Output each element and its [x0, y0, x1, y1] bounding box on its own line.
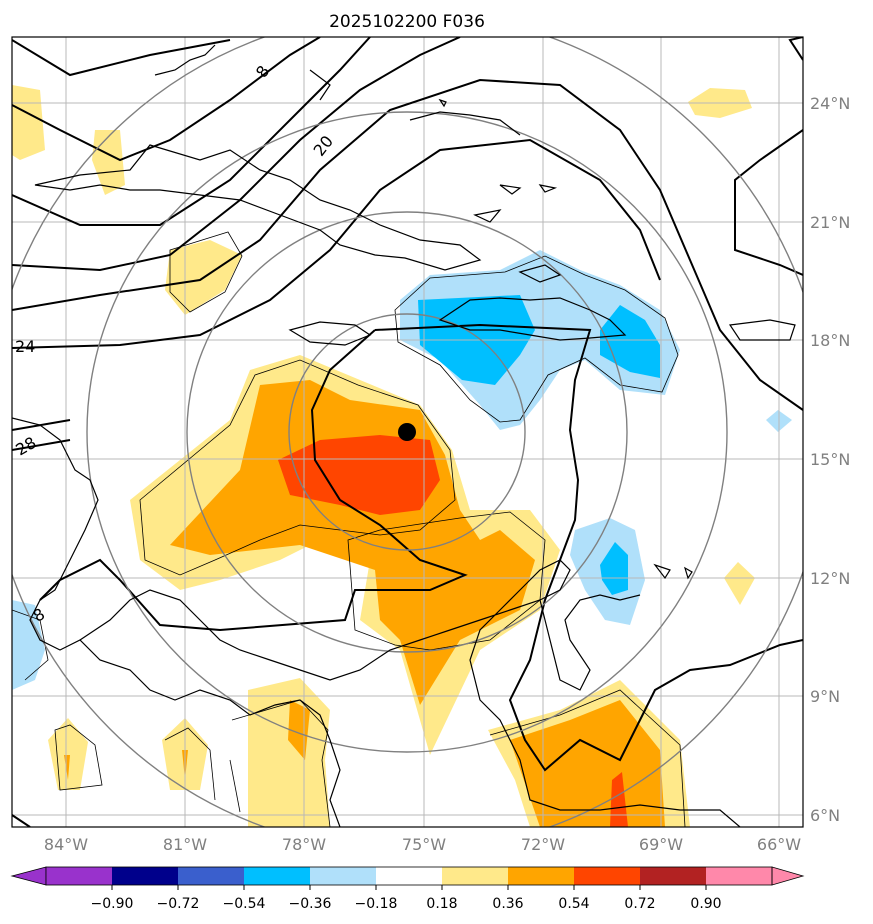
colorbar-segment-5	[310, 867, 376, 885]
coastlines	[12, 44, 796, 827]
colorbar-segment-7	[442, 867, 508, 885]
lat-label-12n: 12°N	[810, 569, 850, 588]
colorbar-tick-label: 0.54	[558, 896, 589, 912]
colorbar-segment-2	[112, 867, 178, 885]
gridlines	[12, 37, 803, 827]
colorbar-tick-label: 0.18	[426, 896, 457, 912]
red-se	[610, 772, 628, 827]
lat-label-24n: 24°N	[810, 94, 850, 113]
yellow-panama	[248, 678, 330, 827]
lat-label-15n: 15°N	[810, 450, 850, 469]
colorbar-extend-max	[771, 866, 805, 886]
orange-region	[170, 380, 535, 705]
contour-label-20: 20	[310, 132, 338, 160]
colorbar-segment-9	[574, 867, 640, 885]
map-title: 2025102200 F036	[329, 12, 485, 32]
colorbar-segment-4	[244, 867, 310, 885]
blue-caribbean-east	[600, 542, 628, 595]
colorbar-tick-label: −0.54	[223, 896, 266, 912]
light-blue-west	[12, 600, 45, 690]
yellow-e	[724, 562, 755, 605]
map-frame	[11, 36, 804, 828]
lon-label-72w: 72°W	[521, 835, 565, 854]
yellow-sw-1	[48, 718, 88, 790]
lon-label-81w: 81°W	[163, 835, 207, 854]
latitude-axis: 24°N 21°N 18°N 15°N 12°N 9°N 6°N	[810, 94, 850, 825]
colorbar-tick-label: 0.90	[690, 896, 721, 912]
contour-label-24: 24	[15, 337, 35, 356]
colorbar-segment-1	[46, 867, 112, 885]
colorbar-tick-label: −0.18	[355, 896, 398, 912]
colorbar-frame	[45, 866, 773, 886]
range-rings	[12, 37, 803, 827]
colorbar-tick-label: −0.90	[91, 896, 134, 912]
lat-label-21n: 21°N	[810, 213, 850, 232]
lon-label-75w: 75°W	[402, 835, 446, 854]
lon-label-66w: 66°W	[757, 835, 801, 854]
map-area	[12, 37, 803, 827]
colorbar-segment-8	[508, 867, 574, 885]
contour-label-8-north: 8	[252, 62, 273, 81]
lon-label-69w: 69°W	[639, 835, 683, 854]
red-orange-core	[278, 435, 440, 515]
colorbar-tick-label: −0.72	[157, 896, 200, 912]
colorbar-segment-11	[706, 867, 772, 885]
colorbar-ticks	[111, 885, 707, 890]
orange-se	[510, 700, 665, 827]
storm-center-marker	[398, 423, 416, 441]
colorbar-segment-6	[376, 867, 442, 885]
positive-anomaly-shading	[12, 85, 755, 827]
lat-label-6n: 6°N	[810, 806, 840, 825]
longitude-axis: 84°W 81°W 78°W 75°W 72°W 69°W 66°W	[44, 835, 801, 854]
lat-label-9n: 9°N	[810, 687, 840, 706]
colorbar-extend-min	[10, 866, 47, 886]
yellow-nw-1	[12, 85, 45, 160]
lat-label-18n: 18°N	[810, 331, 850, 350]
colorbar-tick-label: 0.72	[624, 896, 655, 912]
contour-label-28: 28	[12, 433, 39, 460]
colorbar-segment-3	[178, 867, 244, 885]
colorbar-tick-label: 0.36	[492, 896, 523, 912]
colorbar-tick-label: −0.36	[289, 896, 332, 912]
colorbar-segment-10	[640, 867, 706, 885]
yellow-nw-2	[92, 130, 125, 195]
height-contours	[12, 37, 803, 827]
light-yellow-region	[130, 355, 560, 755]
lon-label-78w: 78°W	[282, 835, 326, 854]
lon-label-84w: 84°W	[44, 835, 88, 854]
colorbar: −0.90 −0.72 −0.54 −0.36 −0.18 0.18 0.36 …	[10, 866, 805, 912]
